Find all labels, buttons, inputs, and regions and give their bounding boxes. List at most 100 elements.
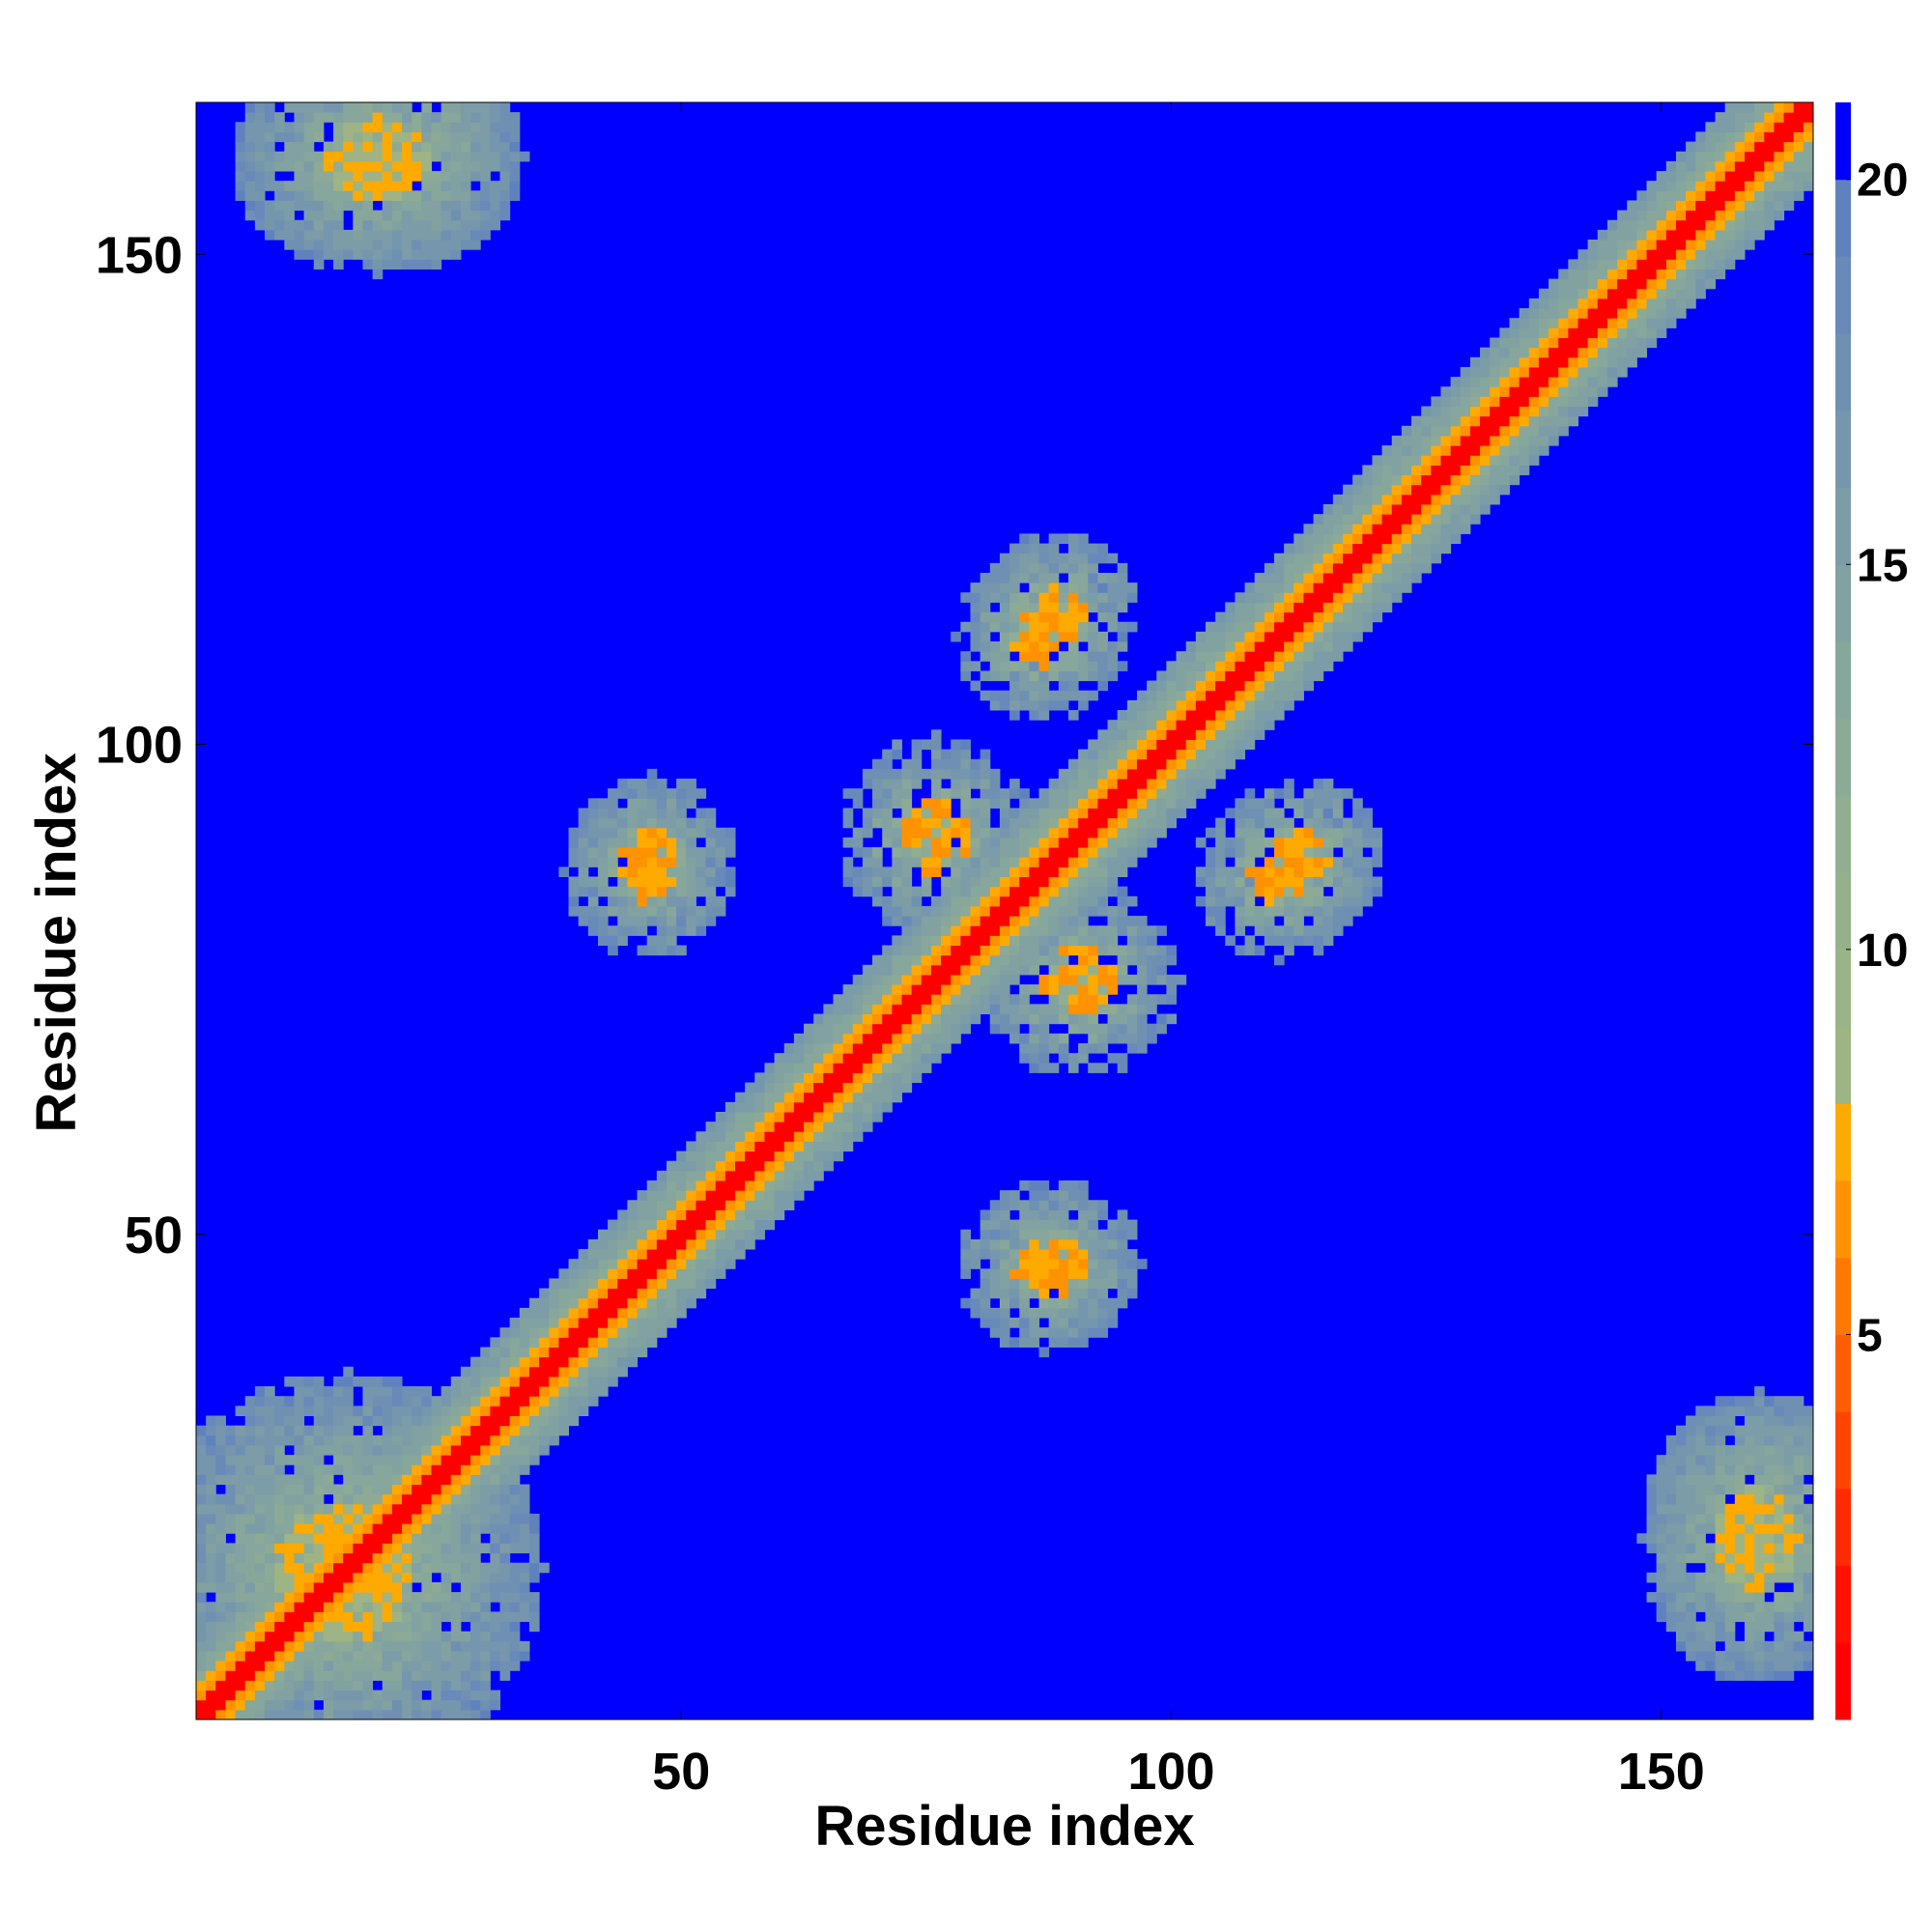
heatmap-cell (1126, 621, 1138, 633)
heatmap-cell (587, 817, 599, 829)
heatmap-cell (1372, 553, 1383, 564)
heatmap-cell (1067, 876, 1079, 888)
heatmap-cell (1754, 1493, 1765, 1505)
heatmap-cell (196, 1464, 216, 1475)
heatmap-cell (1558, 425, 1569, 437)
heatmap-cell (1332, 553, 1344, 564)
heatmap-cell (1009, 1249, 1020, 1260)
heatmap-cell (930, 964, 961, 976)
heatmap-cell (421, 240, 462, 250)
heatmap-cell (1617, 278, 1648, 290)
heatmap-cell (274, 1533, 285, 1544)
heatmap-cell (1107, 1229, 1119, 1240)
heatmap-cell (274, 1406, 295, 1416)
heatmap-cell (1440, 445, 1452, 456)
heatmap-cell (911, 954, 923, 966)
heatmap-cell (1107, 1219, 1119, 1231)
heatmap-cell (627, 788, 639, 799)
heatmap-cell (323, 1474, 334, 1486)
heatmap-cell (1215, 857, 1226, 867)
heatmap-cell (1038, 895, 1050, 907)
heatmap-cell (294, 1435, 305, 1446)
heatmap-cell (499, 1543, 511, 1554)
heatmap-cell (265, 1552, 275, 1564)
heatmap-cell (1754, 1513, 1765, 1524)
heatmap-cell (1097, 1033, 1109, 1044)
heatmap-cell (980, 1268, 991, 1279)
heatmap-cell (833, 1151, 844, 1162)
heatmap-cell (930, 905, 942, 917)
heatmap-cell (206, 1562, 216, 1574)
heatmap-cell (519, 1493, 530, 1505)
heatmap-cell (970, 582, 1001, 593)
heatmap-cell (568, 857, 580, 867)
heatmap-cell (1352, 798, 1363, 809)
heatmap-cell (882, 984, 893, 995)
heatmap-cell (1293, 533, 1304, 545)
heatmap-cell (1803, 1621, 1814, 1633)
heatmap-cell (323, 1602, 334, 1612)
heatmap-cell (343, 1581, 354, 1593)
heatmap-cell (450, 1415, 462, 1427)
heatmap-cell (225, 1464, 237, 1475)
heatmap-cell (980, 1249, 991, 1260)
heatmap-cell (1440, 406, 1452, 417)
heatmap-cell (970, 808, 981, 819)
heatmap-cell (303, 1406, 315, 1416)
heatmap-cell (480, 200, 491, 212)
heatmap-cell (402, 1661, 422, 1671)
heatmap-cell (1176, 779, 1187, 789)
heatmap-cell (215, 1425, 226, 1436)
heatmap-cell (509, 1386, 540, 1397)
heatmap-cell (1097, 1307, 1109, 1319)
heatmap-cell (1176, 788, 1187, 799)
heatmap-cell (313, 1376, 325, 1387)
heatmap-cell (284, 1562, 305, 1574)
heatmap-cell (1803, 1464, 1814, 1475)
heatmap-cell (1019, 621, 1030, 633)
heatmap-cell (1450, 386, 1462, 397)
heatmap-cell (470, 1513, 481, 1524)
heatmap-cell (1372, 857, 1383, 867)
heatmap-cell (1029, 817, 1040, 829)
heatmap-cell (470, 1503, 501, 1515)
heatmap-cell (1225, 739, 1236, 751)
heatmap-cell (970, 1259, 981, 1269)
heatmap-cell (450, 151, 471, 162)
heatmap-cell (1783, 1406, 1814, 1416)
heatmap-cell (323, 1680, 334, 1691)
y-axis-title: Residue index (25, 753, 88, 1132)
heatmap-cell (382, 102, 393, 113)
heatmap-cell (1215, 661, 1226, 671)
heatmap-cell (823, 1131, 834, 1142)
heatmap-cell (499, 1562, 511, 1574)
heatmap-cell (440, 102, 462, 113)
heatmap-cell (440, 181, 452, 191)
heatmap-cell (558, 1406, 570, 1416)
heatmap-cell (842, 1141, 854, 1152)
heatmap-cell (1568, 396, 1589, 408)
heatmap-cell (941, 916, 952, 926)
heatmap-cell (362, 1464, 374, 1475)
heatmap-cell (608, 1288, 639, 1299)
heatmap-cell (842, 876, 854, 888)
heatmap-cell (1764, 1464, 1785, 1475)
heatmap-cell (970, 1004, 991, 1015)
heatmap-cell (1274, 611, 1285, 623)
heatmap-cell (206, 1425, 216, 1436)
heatmap-cell (1117, 847, 1138, 858)
heatmap-cell (646, 798, 658, 809)
heatmap-cell (941, 935, 952, 947)
heatmap-cell (1215, 680, 1246, 692)
heatmap-cell (1568, 269, 1589, 280)
heatmap-cell (921, 1053, 942, 1064)
heatmap-cell (666, 1209, 677, 1221)
heatmap-cell (440, 1406, 452, 1416)
heatmap-cell (882, 1004, 893, 1015)
heatmap-cell (646, 1180, 658, 1191)
heatmap-cell (1313, 524, 1334, 534)
heatmap-cell (1734, 1533, 1746, 1544)
heatmap-cell (1117, 974, 1138, 985)
heatmap-cell (1675, 1444, 1696, 1456)
heatmap-cell (265, 1425, 275, 1436)
